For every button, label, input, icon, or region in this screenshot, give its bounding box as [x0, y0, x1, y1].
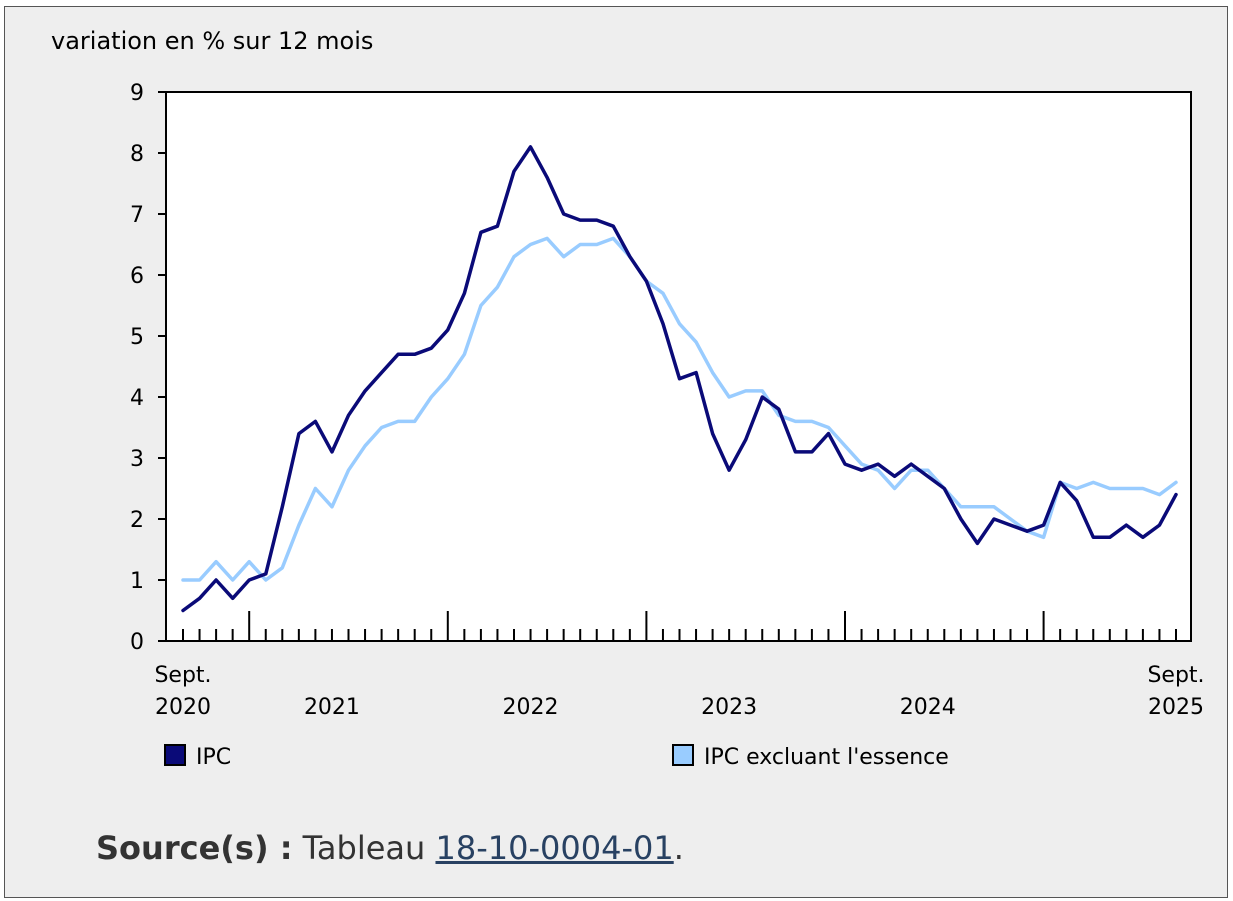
y-axis: 0 1 2 3 4 5 6 7 8 9 [130, 81, 166, 655]
legend-label: IPC excluant l'essence [704, 745, 949, 770]
y-tick-label: 0 [130, 630, 144, 655]
plot-area [165, 91, 1192, 642]
source-prefix: Tableau [302, 829, 426, 867]
legend-swatch [672, 744, 694, 766]
source-table-link[interactable]: 18-10-0004-01 [435, 829, 674, 867]
line-chart: variation en % sur 12 mois 0 1 2 3 4 5 6 7 8 9 Se… [51, 27, 1205, 770]
series-line-ipc [181, 145, 1178, 613]
y-axis-label: variation en % sur 12 mois [51, 27, 373, 55]
x-axis: Sept. 2020 2021 2022 2023 2024 Sept. 2025 [154, 611, 1205, 720]
series-lines [181, 145, 1178, 613]
y-tick-label: 4 [130, 386, 144, 411]
x-tick-label: 2020 [155, 695, 211, 720]
y-tick-label: 6 [130, 264, 144, 289]
source-suffix: . [673, 829, 684, 867]
y-tick-label: 7 [130, 203, 144, 228]
y-tick-label: 1 [130, 569, 144, 594]
x-tick-label: 2021 [304, 695, 360, 720]
x-tick-label: 2023 [701, 695, 757, 720]
x-tick-label: Sept. [154, 663, 211, 688]
x-tick-label: 2025 [1148, 695, 1204, 720]
x-tick-label: 2024 [900, 695, 956, 720]
y-tick-label: 9 [130, 81, 144, 106]
x-tick-label: Sept. [1147, 663, 1204, 688]
legend-swatch [164, 744, 186, 766]
x-tick-label: 2022 [503, 695, 559, 720]
source-line: Source(s) : Tableau 18-10-0004-01. [96, 829, 684, 867]
series-line-ipc-excluding-gasoline [181, 236, 1178, 582]
legend-label: IPC [196, 745, 231, 770]
legend: IPC IPC excluant l'essence [164, 744, 949, 770]
y-tick-label: 3 [130, 447, 144, 472]
chart-frame: variation en % sur 12 mois 0 1 2 3 4 5 6 7 8 9 Se… [4, 6, 1228, 898]
y-tick-label: 5 [130, 325, 144, 350]
y-tick-label: 2 [130, 508, 144, 533]
source-label: Source(s) : [96, 829, 293, 867]
y-tick-label: 8 [130, 142, 144, 167]
